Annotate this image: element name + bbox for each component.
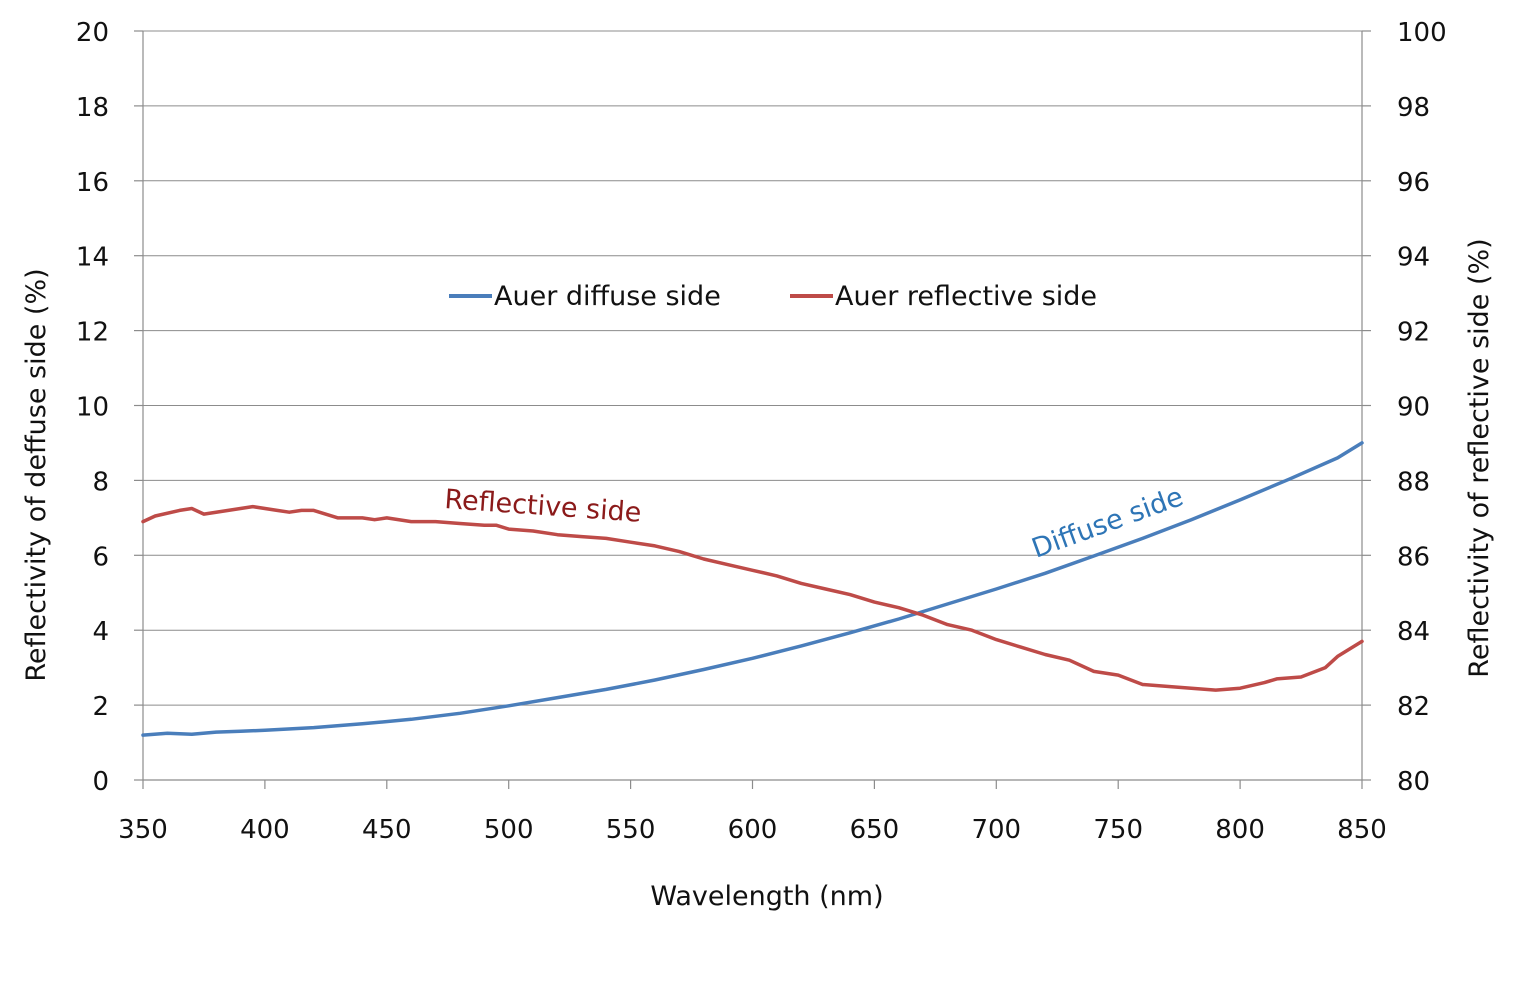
left-y-tick-label: 14 xyxy=(76,243,109,273)
x-tick-label: 450 xyxy=(362,815,412,845)
left-y-tick-label: 4 xyxy=(92,617,109,647)
series-line-reflective xyxy=(141,504,1364,692)
x-axis-title: Wavelength (nm) xyxy=(650,881,883,912)
x-tick-label: 800 xyxy=(1215,815,1265,845)
x-tick-label: 700 xyxy=(971,815,1021,845)
right-y-axis-title: Reflectivity of reflective side (%) xyxy=(1464,238,1495,677)
left-y-tick-label: 12 xyxy=(76,318,109,348)
right-y-tick-label: 86 xyxy=(1397,542,1430,572)
left-y-tick-label: 6 xyxy=(92,542,109,572)
left-y-tick-labels: 0 2 4 6 8 10 12 14 16 18 20 xyxy=(76,18,109,797)
x-tick-labels: 350 400 450 500 550 600 650 700 750 800 850 xyxy=(118,815,1387,845)
x-tick-label: 550 xyxy=(606,815,656,845)
x-tick-label: 850 xyxy=(1337,815,1387,845)
right-y-tick-label: 94 xyxy=(1397,243,1430,273)
left-y-tick-label: 20 xyxy=(76,18,109,48)
right-y-tick-label: 96 xyxy=(1397,168,1430,198)
left-y-tick-label: 2 xyxy=(92,692,109,722)
right-y-tick-label: 100 xyxy=(1397,18,1447,48)
x-tick-label: 350 xyxy=(118,815,168,845)
right-y-tick-label: 88 xyxy=(1397,467,1430,497)
x-tick-label: 600 xyxy=(728,815,778,845)
left-y-tick-label: 16 xyxy=(76,168,109,198)
left-y-tick-label: 0 xyxy=(92,767,109,797)
legend-label-reflective: Auer reflective side xyxy=(835,281,1097,312)
right-y-tick-label: 90 xyxy=(1397,393,1430,423)
left-y-tick-label: 18 xyxy=(76,93,109,123)
right-y-tick-label: 84 xyxy=(1397,617,1430,647)
x-tick-label: 750 xyxy=(1093,815,1143,845)
right-y-tick-label: 80 xyxy=(1397,767,1430,797)
left-y-axis-title: Reflectivity of deffuse side (%) xyxy=(21,268,52,681)
left-y-tick-label: 8 xyxy=(92,467,109,497)
annotation-reflective-side: Reflective side xyxy=(444,484,643,529)
legend-label-diffuse: Auer diffuse side xyxy=(494,281,721,312)
series-lines xyxy=(141,441,1364,737)
gridlines xyxy=(143,30,1362,706)
axes xyxy=(134,30,1371,789)
right-y-tick-label: 82 xyxy=(1397,692,1430,722)
x-tick-label: 400 xyxy=(240,815,290,845)
legend: Auer diffuse side Auer reflective side xyxy=(449,281,1097,312)
right-y-tick-label: 92 xyxy=(1397,318,1430,348)
series-line-diffuse xyxy=(141,441,1364,737)
x-tick-label: 650 xyxy=(850,815,900,845)
x-tick-label: 500 xyxy=(484,815,534,845)
right-y-tick-labels: 80 82 84 86 88 90 92 94 96 98 100 xyxy=(1397,18,1447,797)
left-y-tick-label: 10 xyxy=(76,393,109,423)
right-y-tick-label: 98 xyxy=(1397,93,1430,123)
